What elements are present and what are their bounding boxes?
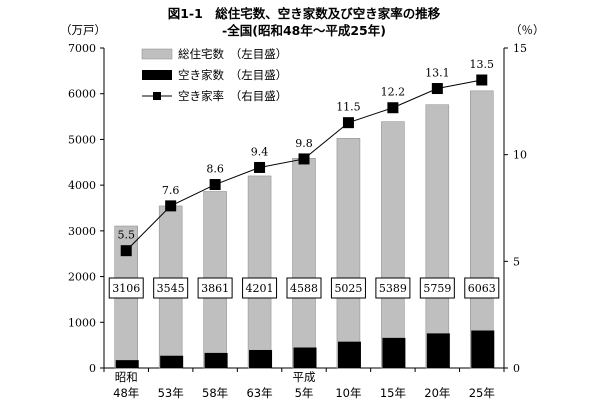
- vacant-house-bar: [337, 341, 361, 368]
- total-value-box: [242, 277, 278, 299]
- total-value-label: 3545: [157, 282, 185, 295]
- left-tick-label: 4000: [68, 179, 96, 192]
- x-era-label: 昭和: [115, 370, 138, 384]
- vacancy-rate-marker: [120, 245, 132, 257]
- vacancy-rate-marker: [387, 102, 399, 114]
- total-value-box: [330, 277, 366, 299]
- total-value-box: [464, 277, 500, 299]
- left-tick-label: 0: [89, 362, 96, 375]
- legend-swatch-total: [141, 48, 173, 60]
- vacancy-rate-marker: [476, 74, 488, 86]
- x-tick-label: 20年: [424, 386, 450, 400]
- x-tick-label: 25年: [469, 386, 495, 400]
- total-housing-bar: [292, 158, 316, 369]
- chart-subtitle: -全国(昭和48年～平成25年): [222, 23, 386, 38]
- total-value-label: 4588: [290, 282, 318, 295]
- right-axis-unit: （％）: [510, 23, 545, 37]
- right-tick-label: 10: [513, 149, 527, 162]
- vacant-house-bar: [426, 333, 450, 368]
- right-tick-label: 5: [513, 255, 520, 268]
- vacancy-rate-label: 9.4: [251, 145, 269, 158]
- legend-label-total: 総住宅数 （左目盛）: [178, 47, 287, 61]
- x-tick-label: 53年: [158, 386, 184, 400]
- vacancy-rate-marker: [254, 161, 266, 173]
- vacant-house-bar: [115, 360, 139, 368]
- total-housing-bar: [381, 121, 405, 369]
- total-value-label: 5025: [334, 282, 362, 295]
- x-tick-label: 48年: [113, 386, 139, 400]
- total-value-label: 5759: [423, 282, 451, 295]
- vacancy-rate-marker: [298, 153, 310, 165]
- x-tick-label: 58年: [202, 386, 228, 400]
- legend-marker-rate: [153, 92, 161, 100]
- total-value-box: [375, 277, 411, 299]
- x-tick-label: 63年: [246, 386, 272, 400]
- vacancy-rate-label: 11.5: [336, 101, 361, 114]
- vacancy-rate-label: 13.5: [470, 58, 495, 71]
- legend-label-vacant: 空き家数 （左目盛）: [178, 68, 287, 82]
- vacancy-rate-label: 5.5: [117, 229, 135, 242]
- total-housing-bar: [470, 90, 494, 369]
- vacancy-rate-label: 12.2: [381, 86, 406, 99]
- legend-swatch-vacant: [142, 70, 172, 80]
- left-axis-unit: （万戸）: [60, 23, 106, 37]
- vacancy-rate-label: 8.6: [206, 163, 224, 176]
- left-tick-label: 1000: [68, 316, 96, 329]
- left-tick-label: 2000: [68, 271, 96, 284]
- total-value-label: 4201: [246, 282, 274, 295]
- vacancy-rate-marker: [342, 117, 354, 129]
- vacant-house-bar: [204, 352, 228, 368]
- chart-title: 図1-1 総住宅数、空き家数及び空き家率の推移: [167, 6, 441, 21]
- total-value-box: [197, 277, 233, 299]
- x-tick-label: 15年: [380, 386, 406, 400]
- total-value-label: 3861: [201, 282, 229, 295]
- left-tick-label: 6000: [68, 88, 96, 101]
- legend-label-rate: 空き家率 （右目盛）: [178, 89, 287, 103]
- left-tick-label: 3000: [68, 225, 96, 238]
- total-housing-bar: [336, 138, 361, 369]
- total-housing-bar: [247, 175, 272, 369]
- total-value-label: 5389: [379, 282, 407, 295]
- total-value-box: [419, 277, 455, 299]
- total-value-box: [108, 277, 144, 299]
- vacancy-rate-label: 13.1: [425, 67, 450, 80]
- total-value-box: [153, 277, 189, 299]
- vacancy-rate-label: 7.6: [162, 184, 180, 197]
- vacancy-rate-marker: [431, 83, 443, 95]
- vacant-house-bar: [160, 355, 184, 368]
- vacancy-rate-marker: [165, 200, 177, 212]
- right-tick-label: 0: [513, 362, 520, 375]
- x-tick-label: 10年: [335, 386, 361, 400]
- vacancy-rate-label: 9.8: [295, 137, 313, 150]
- vacant-house-bar: [249, 349, 273, 368]
- vacant-house-bar: [471, 330, 495, 368]
- x-tick-label: 5年: [295, 386, 314, 400]
- vacancy-rate-marker: [209, 179, 221, 191]
- x-era-label: 平成: [293, 370, 316, 384]
- right-tick-label: 15: [513, 42, 527, 55]
- vacant-house-bar: [293, 347, 317, 368]
- left-tick-label: 7000: [68, 42, 96, 55]
- total-value-box: [286, 277, 322, 299]
- left-tick-label: 5000: [68, 133, 96, 146]
- vacant-house-bar: [382, 337, 406, 368]
- total-value-label: 3106: [112, 282, 140, 295]
- total-value-label: 6063: [468, 282, 496, 295]
- total-housing-bar: [425, 104, 450, 369]
